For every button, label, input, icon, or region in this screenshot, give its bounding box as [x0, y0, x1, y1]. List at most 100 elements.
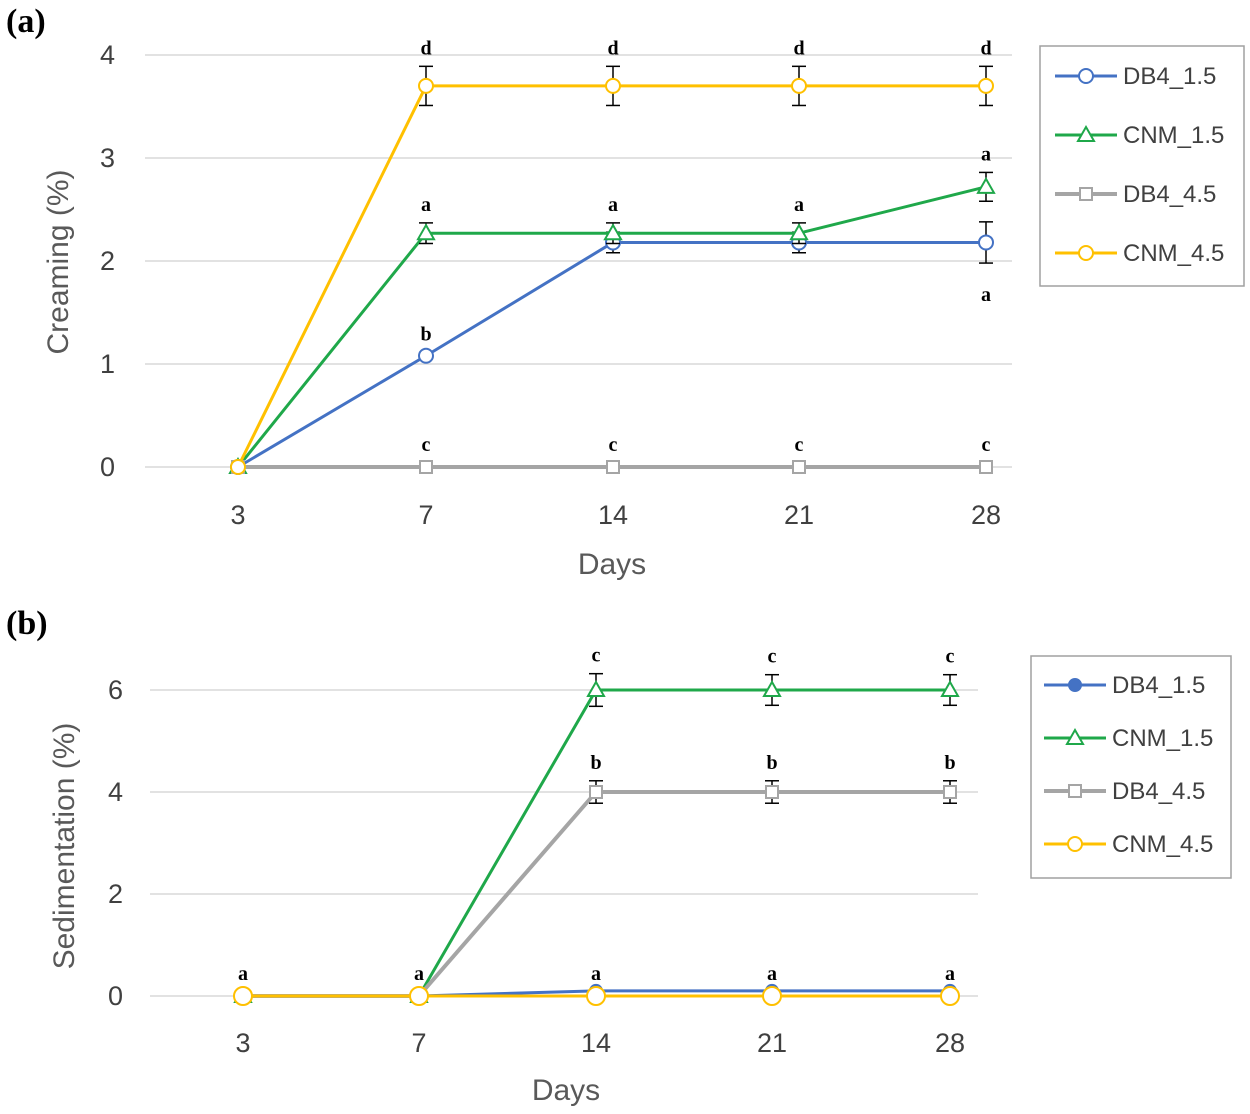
- data-point-marker: [791, 77, 807, 94]
- x-tick-label: 7: [411, 1028, 426, 1058]
- y-tick-label: 0: [108, 981, 123, 1011]
- panel-a-gridlines: [145, 54, 1012, 468]
- panel-b-legend-box: [1030, 655, 1232, 879]
- legend-swatch-marker: [1078, 68, 1094, 84]
- legend-label: CNM_4.5: [1123, 240, 1224, 267]
- panel-b-significance-letters: c c c b b b a a a a a: [238, 645, 956, 985]
- panel-a-series: [228, 65, 996, 475]
- x-tick-label: 28: [971, 500, 1001, 530]
- legend-swatch-marker: [1068, 678, 1082, 692]
- legend-swatch-marker: [1065, 727, 1085, 745]
- legend-swatch-marker: [1078, 245, 1094, 261]
- data-point-marker: [943, 785, 957, 799]
- panel-a-creaming-chart: (a) 0 1 2 3 4 3 7 14 21 28 Days Creaming (%) b a a…: [6, 3, 1245, 581]
- significance-letter: b: [590, 752, 601, 774]
- significance-letter: a: [238, 963, 248, 985]
- y-tick-label: 2: [108, 879, 123, 909]
- significance-letter: a: [767, 963, 777, 985]
- legend-swatch-marker: [1068, 784, 1082, 798]
- data-point-marker: [419, 460, 433, 474]
- data-point-marker: [940, 986, 960, 1006]
- significance-letter: c: [982, 434, 991, 456]
- data-point-marker: [418, 347, 434, 364]
- y-tick-label: 3: [100, 143, 115, 173]
- panel-a-x-ticks: 3 7 14 21 28: [230, 500, 1001, 530]
- legend-item-DB4_4.5: DB4_4.5: [1055, 181, 1216, 208]
- significance-letter: a: [981, 143, 991, 165]
- data-point-marker: [792, 460, 806, 474]
- legend-item-CNM_1.5: CNM_1.5: [1044, 725, 1213, 752]
- y-tick-label: 2: [100, 246, 115, 276]
- data-point-marker: [940, 679, 960, 697]
- panel-a-significance-letters: b a a a a a c c c c d d d d: [420, 37, 991, 456]
- significance-letter: a: [981, 284, 991, 306]
- series-CNM_4.5: [233, 986, 960, 1006]
- legend-swatch-marker: [1079, 187, 1093, 201]
- data-point-marker: [586, 986, 606, 1006]
- legend-item-DB4_1.5: DB4_1.5: [1055, 63, 1216, 90]
- y-tick-label: 0: [100, 452, 115, 482]
- panel-b-x-axis-title: Days: [532, 1074, 600, 1107]
- panel-b-legend: DB4_1.5 CNM_1.5 DB4_4.5 CNM_4.5: [1030, 655, 1232, 879]
- significance-letter: c: [946, 646, 955, 668]
- x-tick-label: 7: [418, 500, 433, 530]
- legend-label: DB4_4.5: [1123, 181, 1216, 208]
- y-tick-label: 4: [108, 777, 123, 807]
- significance-letter: b: [944, 752, 955, 774]
- panel-a-y-axis-title: Creaming (%): [42, 169, 75, 354]
- y-tick-label: 6: [108, 675, 123, 705]
- y-tick-label: 1: [100, 349, 115, 379]
- significance-letter: a: [421, 194, 431, 216]
- significance-letter: d: [607, 37, 618, 59]
- x-tick-label: 14: [598, 500, 628, 530]
- data-point-marker: [765, 785, 779, 799]
- significance-letter: c: [795, 434, 804, 456]
- x-tick-label: 14: [581, 1028, 611, 1058]
- data-point-marker: [762, 679, 782, 697]
- series-DB4_4.5: [231, 460, 993, 474]
- significance-letter: a: [794, 194, 804, 216]
- panel-b-y-ticks: 0 2 4 6: [108, 675, 123, 1011]
- legend-item-DB4_4.5: DB4_4.5: [1044, 778, 1205, 805]
- legend-label: CNM_1.5: [1112, 725, 1213, 752]
- series-CNM_1.5: [228, 171, 996, 474]
- significance-letter: d: [980, 37, 991, 59]
- significance-letter: a: [414, 963, 424, 985]
- panel-a-label: (a): [6, 3, 46, 40]
- data-point-marker: [979, 460, 993, 474]
- data-point-marker: [409, 986, 429, 1006]
- data-point-marker: [233, 986, 253, 1006]
- data-point-marker: [589, 785, 603, 799]
- legend-swatch-marker: [1076, 124, 1096, 142]
- y-tick-label: 4: [100, 40, 115, 70]
- panel-b-gridlines: [150, 689, 978, 997]
- data-point-marker: [230, 459, 246, 475]
- panel-a-y-ticks: 0 1 2 3 4: [100, 40, 115, 482]
- panel-a-legend: DB4_1.5 CNM_1.5 DB4_4.5 CNM_4.5: [1039, 45, 1245, 287]
- x-tick-label: 21: [784, 500, 814, 530]
- panel-b-series: [233, 672, 960, 1006]
- significance-letter: a: [945, 963, 955, 985]
- legend-item-CNM_4.5: CNM_4.5: [1044, 831, 1213, 858]
- legend-item-CNM_1.5: CNM_1.5: [1055, 122, 1224, 149]
- legend-label: CNM_4.5: [1112, 831, 1213, 858]
- panel-a-x-axis-title: Days: [578, 548, 646, 581]
- panel-a-legend-box: [1039, 45, 1245, 287]
- significance-letter: c: [592, 645, 601, 667]
- data-point-marker: [976, 176, 996, 194]
- data-point-marker: [605, 77, 621, 94]
- significance-letter: b: [766, 752, 777, 774]
- data-point-marker: [586, 679, 606, 697]
- significance-letter: d: [793, 37, 804, 59]
- legend-label: DB4_1.5: [1112, 672, 1205, 699]
- data-point-marker: [762, 986, 782, 1006]
- data-point-marker: [416, 223, 436, 241]
- legend-label: DB4_1.5: [1123, 63, 1216, 90]
- data-point-marker: [789, 223, 809, 241]
- series-CNM_1.5: [233, 672, 960, 1003]
- x-tick-label: 3: [230, 500, 245, 530]
- data-point-marker: [978, 77, 994, 94]
- data-point-marker: [606, 460, 620, 474]
- data-point-marker: [978, 234, 994, 251]
